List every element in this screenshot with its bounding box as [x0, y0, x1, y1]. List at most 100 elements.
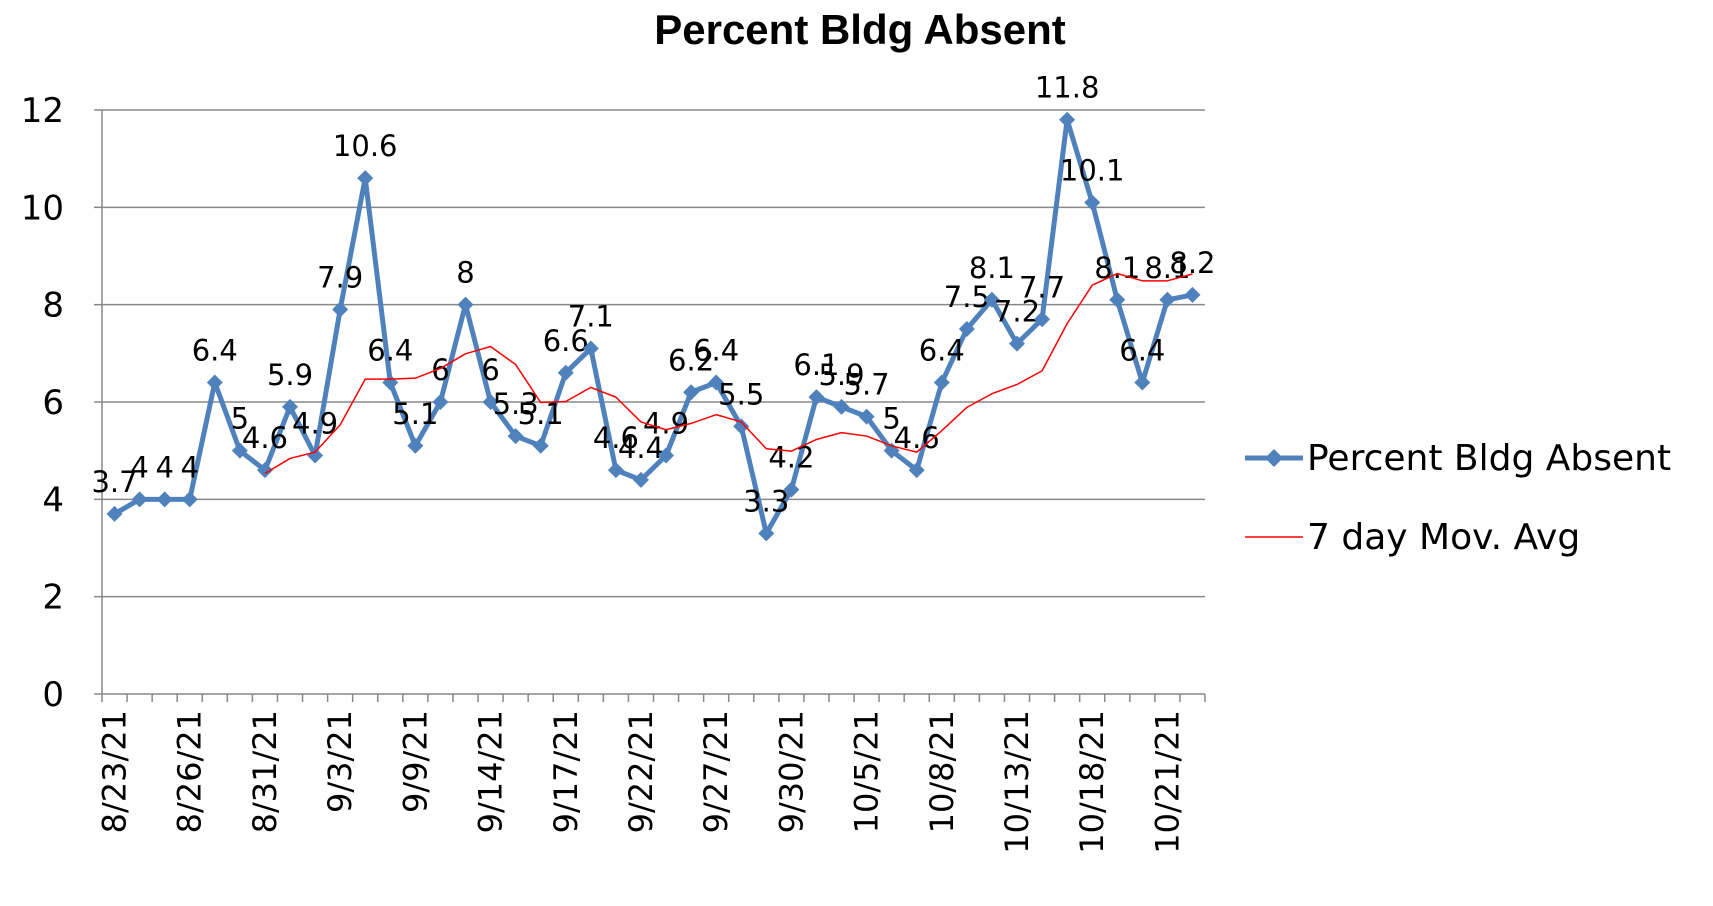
data-point	[532, 437, 549, 454]
data-label: 5.5	[718, 377, 764, 411]
data-label: 7.9	[317, 261, 363, 295]
data-point	[282, 398, 299, 415]
data-label: 6.4	[919, 334, 965, 368]
data-point	[1034, 311, 1051, 328]
y-tick-label: 4	[42, 480, 64, 520]
data-label: 4.2	[768, 441, 814, 475]
data-point	[708, 374, 725, 391]
data-label: 10.6	[333, 129, 398, 163]
x-tick-label: 9/14/21	[472, 710, 510, 833]
data-point	[482, 394, 499, 410]
x-tick-label: 8/26/21	[171, 710, 209, 833]
data-point	[1134, 374, 1151, 391]
data-point	[783, 481, 800, 498]
data-label: 8	[456, 256, 474, 290]
series-line	[113, 117, 1193, 536]
data-label: 6.2	[668, 343, 714, 377]
x-tick-label: 8/23/21	[96, 710, 134, 833]
data-label: 6.4	[693, 334, 739, 368]
data-point	[507, 428, 524, 445]
data-label: 8.2	[1169, 246, 1215, 280]
data-point	[181, 491, 198, 508]
legend-marker	[1265, 449, 1283, 467]
data-label: 4.6	[242, 421, 288, 455]
data-point	[1184, 286, 1201, 303]
y-tick-label: 12	[21, 91, 64, 131]
legend-label: 7 day Mov. Avg	[1307, 517, 1580, 558]
data-label: 5.9	[818, 358, 864, 392]
data-point	[432, 394, 449, 410]
data-point	[833, 398, 850, 415]
legend-label: Percent Bldg Absent	[1307, 438, 1671, 479]
data-point	[983, 291, 1000, 308]
x-tick-label: 9/3/21	[321, 710, 359, 813]
y-tick-label: 10	[21, 188, 64, 228]
x-tick-label: 8/31/21	[246, 710, 284, 833]
data-label: 4.9	[643, 407, 689, 441]
data-label: 4	[181, 450, 199, 484]
data-label: 6.4	[192, 334, 238, 368]
x-tick-label: 10/8/21	[923, 710, 961, 833]
y-tick-label: 2	[42, 578, 64, 618]
data-label: 5	[882, 402, 900, 436]
data-point	[557, 364, 574, 381]
data-point	[407, 437, 424, 454]
data-point	[156, 491, 173, 508]
data-point	[206, 374, 223, 391]
data-point	[131, 491, 148, 508]
data-label: 6	[481, 353, 499, 387]
data-label: 3.7	[91, 465, 137, 499]
data-label: 5.1	[392, 397, 438, 431]
data-point	[106, 505, 123, 522]
data-point	[733, 418, 750, 435]
data-point	[1159, 291, 1176, 308]
data-label: 5.7	[844, 368, 890, 402]
data-label: 8.1	[1144, 251, 1190, 285]
y-tick-label: 0	[42, 675, 64, 715]
data-label: 3.3	[743, 484, 789, 518]
x-tick-label: 10/5/21	[848, 710, 886, 833]
data-point	[758, 525, 775, 542]
data-point	[908, 462, 925, 479]
x-tick-label: 10/18/21	[1073, 710, 1111, 854]
data-label: 8.1	[969, 251, 1015, 285]
data-label: 5	[231, 402, 249, 436]
x-tick-label: 10/21/21	[1148, 710, 1186, 854]
data-point	[332, 301, 349, 318]
data-label: 7.2	[994, 295, 1040, 329]
data-point	[683, 384, 700, 401]
data-point	[607, 462, 624, 479]
series-line	[264, 272, 1193, 475]
data-label: 6	[431, 353, 449, 387]
data-label: 6.4	[1119, 334, 1165, 368]
data-label: 10.1	[1060, 153, 1125, 187]
x-tick-label: 9/17/21	[547, 710, 585, 833]
data-point	[1109, 291, 1126, 308]
data-label: 7.5	[944, 280, 990, 314]
data-label: 6.6	[543, 324, 589, 358]
data-point	[231, 442, 248, 459]
data-label: 6.4	[367, 334, 413, 368]
data-point	[382, 374, 399, 391]
chart-title: Percent Bldg Absent	[654, 6, 1066, 53]
data-label: 5.3	[493, 387, 539, 421]
y-tick-label: 8	[42, 286, 64, 326]
data-label: 6.1	[793, 348, 839, 382]
data-label: 7.1	[568, 299, 614, 333]
data-point	[1059, 111, 1076, 128]
x-tick-label: 10/13/21	[998, 710, 1036, 854]
x-tick-label: 9/27/21	[697, 710, 735, 833]
data-point	[933, 374, 950, 391]
x-tick-label: 9/30/21	[772, 710, 810, 833]
data-point	[357, 170, 374, 187]
data-point	[658, 447, 675, 464]
data-point	[1084, 194, 1101, 211]
data-point	[307, 447, 324, 464]
data-point	[808, 389, 825, 406]
data-point	[1008, 335, 1025, 352]
data-label: 5.9	[267, 358, 313, 392]
data-point	[582, 340, 599, 357]
data-label: 8.1	[1094, 251, 1140, 285]
data-point	[256, 462, 273, 479]
